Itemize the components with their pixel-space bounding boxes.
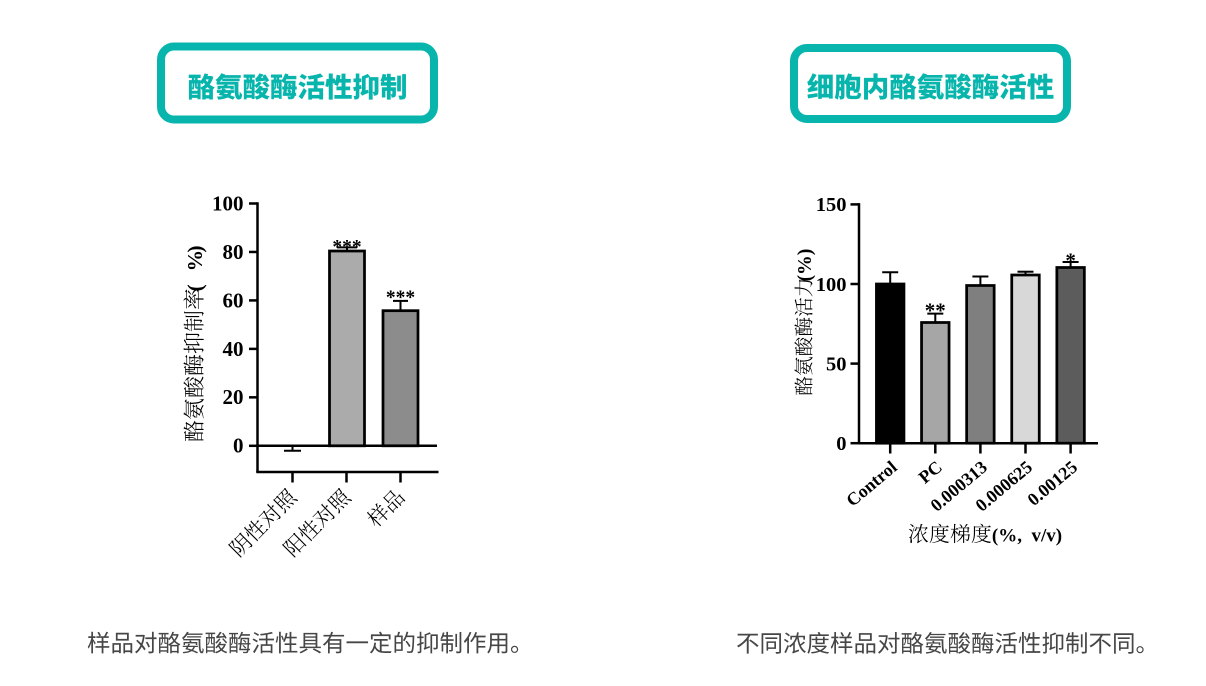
svg-text:60: 60 [223, 288, 244, 312]
svg-text:0: 0 [233, 434, 244, 458]
svg-text:(%, v/v): (%, v/v) [992, 526, 1062, 547]
svg-text:*: * [1065, 249, 1076, 273]
svg-text:20: 20 [223, 385, 244, 409]
svg-text:50: 50 [826, 353, 847, 375]
svg-text:0: 0 [836, 433, 846, 455]
svg-text:(: ( [183, 284, 207, 291]
svg-text:150: 150 [816, 194, 847, 216]
svg-text:100: 100 [212, 191, 244, 215]
svg-text:%: % [183, 250, 207, 272]
svg-text:40: 40 [223, 337, 244, 361]
svg-text:(%): (%) [794, 249, 816, 282]
svg-text:0.00125: 0.00125 [1024, 457, 1082, 510]
svg-text:***: *** [386, 288, 415, 309]
svg-text:Control: Control [842, 457, 901, 511]
svg-text:PC: PC [915, 457, 946, 488]
svg-text:**: ** [925, 299, 946, 323]
svg-text:): ) [183, 245, 207, 252]
svg-text:***: *** [332, 237, 361, 258]
svg-text:100: 100 [816, 274, 847, 296]
svg-text:80: 80 [223, 240, 244, 264]
